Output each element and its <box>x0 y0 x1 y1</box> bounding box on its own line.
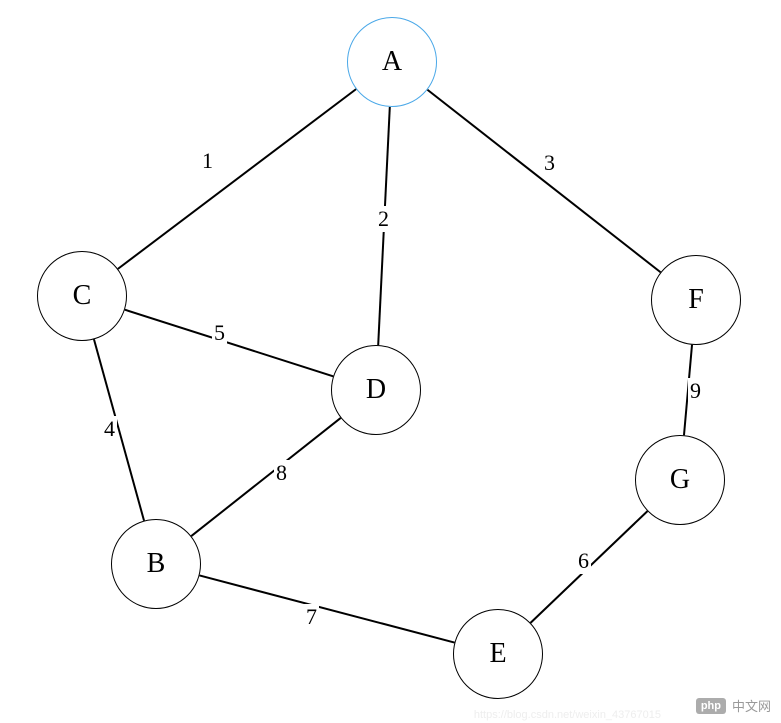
edge-A-F <box>427 90 660 273</box>
node-D: D <box>331 345 421 435</box>
node-label-D: D <box>366 374 386 406</box>
edge-label-C-D: 5 <box>212 320 227 346</box>
edge-label-B-D: 8 <box>274 460 289 486</box>
edge-B-D <box>191 418 340 536</box>
node-C: C <box>37 251 127 341</box>
node-label-E: E <box>489 638 506 670</box>
node-F: F <box>651 255 741 345</box>
node-G: G <box>635 435 725 525</box>
edge-C-D <box>125 310 333 377</box>
node-label-F: F <box>688 284 704 316</box>
node-label-G: G <box>670 464 690 496</box>
edge-label-A-C: 1 <box>200 148 215 174</box>
node-label-B: B <box>147 548 166 580</box>
node-A: A <box>347 17 437 107</box>
edge-label-A-F: 3 <box>542 150 557 176</box>
edge-label-E-G: 6 <box>576 548 591 574</box>
edge-B-E <box>200 575 455 642</box>
edge-label-F-G: 9 <box>688 378 703 404</box>
edge-label-C-B: 4 <box>102 416 117 442</box>
node-B: B <box>111 519 201 609</box>
node-label-C: C <box>73 280 92 312</box>
edge-label-A-D: 2 <box>376 206 391 232</box>
node-label-A: A <box>382 46 402 78</box>
node-E: E <box>453 609 543 699</box>
edge-label-B-E: 7 <box>304 604 319 630</box>
graph-diagram: 1 2 3 4 5 6 7 8 9 A C F D G B E <box>0 0 781 723</box>
edge-A-C <box>118 89 356 269</box>
